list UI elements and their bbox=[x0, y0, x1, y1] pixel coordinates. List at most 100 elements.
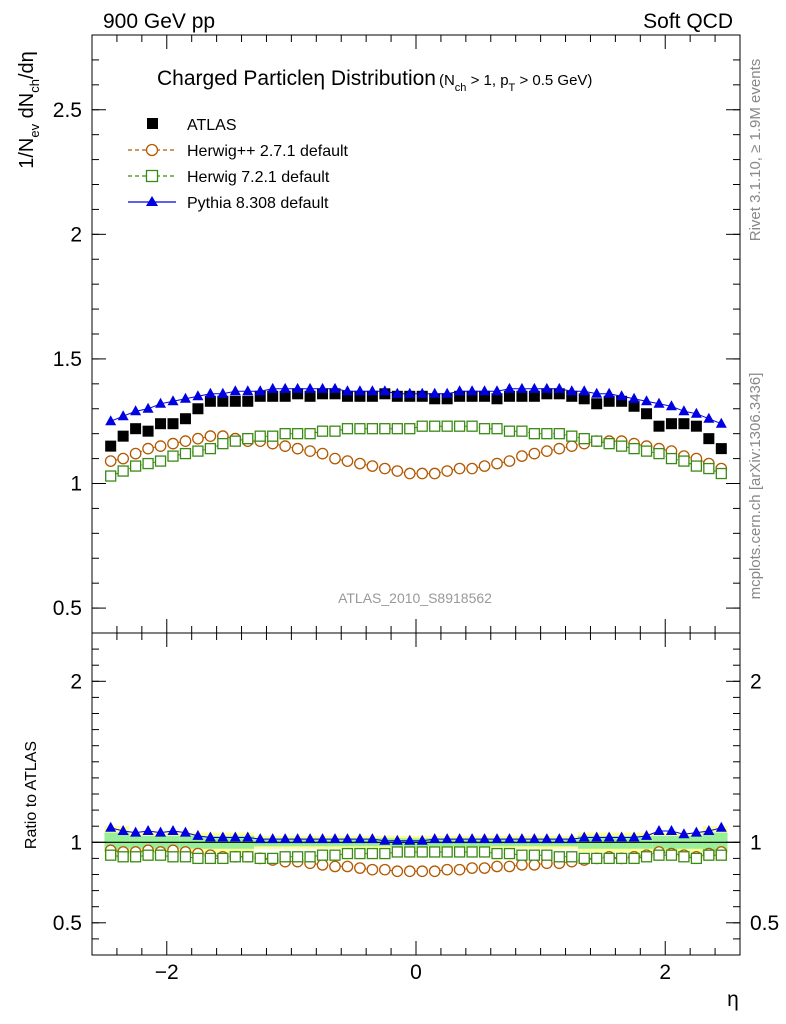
main-point bbox=[616, 395, 628, 407]
main-point bbox=[229, 385, 241, 396]
ratio-point bbox=[117, 851, 129, 863]
main-point bbox=[117, 452, 130, 465]
main-point bbox=[130, 405, 142, 416]
ratio-point bbox=[416, 834, 428, 845]
ratio-point bbox=[105, 821, 117, 832]
main-point bbox=[653, 447, 665, 460]
ratio-point bbox=[479, 833, 491, 844]
main-point bbox=[329, 382, 341, 393]
ratio-point bbox=[616, 831, 628, 842]
main-point bbox=[129, 447, 142, 460]
ratio-point bbox=[304, 851, 316, 863]
main-point bbox=[479, 385, 491, 396]
main-point bbox=[466, 462, 478, 475]
main-point bbox=[540, 445, 553, 457]
main-point bbox=[703, 412, 715, 423]
ratio-point bbox=[665, 849, 678, 861]
main-point bbox=[142, 402, 154, 413]
mcplots-label: mcplots.cern.ch [arXiv:1306.3436] bbox=[747, 373, 764, 600]
main-point bbox=[566, 430, 578, 442]
main-point bbox=[641, 395, 653, 406]
main-point bbox=[503, 455, 516, 467]
main-point bbox=[565, 440, 578, 452]
main-point bbox=[316, 447, 329, 460]
legend-entry-herwig7: Herwig 7.2.1 default bbox=[128, 169, 330, 186]
legend-marker-atlas bbox=[147, 118, 158, 129]
ratio-point bbox=[553, 851, 565, 863]
ratio-point bbox=[292, 833, 304, 844]
ratio-point bbox=[528, 849, 541, 861]
main-point bbox=[379, 423, 391, 435]
ratio-point bbox=[441, 846, 453, 858]
main-point bbox=[404, 387, 416, 398]
main-point bbox=[279, 390, 291, 402]
ratio-point bbox=[329, 860, 341, 873]
ratio-point bbox=[317, 833, 329, 844]
analysis-tag: ATLAS_2010_S8918562 bbox=[338, 590, 492, 606]
ytick-label-right: 0.5 bbox=[750, 912, 779, 935]
ytick-label: 1 bbox=[70, 831, 82, 854]
main-point bbox=[454, 390, 466, 402]
ratio-point bbox=[154, 849, 167, 861]
main-point bbox=[578, 385, 590, 396]
main-point bbox=[591, 398, 603, 410]
main-point bbox=[179, 413, 191, 425]
main-point bbox=[229, 395, 241, 407]
ratio-point bbox=[453, 846, 466, 858]
main-point bbox=[628, 392, 640, 403]
main-point bbox=[665, 400, 677, 411]
ratio-point bbox=[516, 833, 528, 844]
main-point bbox=[616, 390, 628, 401]
main-point bbox=[167, 418, 179, 430]
main-point bbox=[229, 435, 241, 447]
ratio-point bbox=[491, 833, 503, 844]
main-point bbox=[329, 425, 341, 437]
ratio-point bbox=[117, 825, 129, 836]
main-point bbox=[155, 397, 167, 408]
main-point bbox=[192, 403, 204, 415]
ratio-point bbox=[341, 860, 354, 873]
main-point bbox=[553, 428, 565, 440]
main-point bbox=[715, 417, 727, 428]
ratio-point bbox=[379, 847, 391, 860]
ratio-point bbox=[267, 833, 279, 844]
main-point bbox=[528, 447, 541, 460]
main-point bbox=[317, 388, 329, 400]
main-point bbox=[167, 395, 179, 406]
main-point bbox=[279, 440, 292, 452]
ratio-point bbox=[640, 851, 653, 863]
main-point bbox=[516, 390, 528, 402]
main-point bbox=[578, 432, 590, 445]
main-point bbox=[204, 442, 217, 455]
ratio-point bbox=[541, 833, 553, 844]
main-series-layer bbox=[104, 382, 728, 482]
main-point bbox=[528, 382, 540, 393]
main-point bbox=[267, 430, 279, 442]
main-point bbox=[603, 437, 615, 450]
title-cuts-sub1: ch bbox=[455, 82, 467, 94]
main-point bbox=[665, 418, 677, 430]
ratio-point bbox=[304, 833, 316, 844]
ytick-label-right: 1 bbox=[750, 831, 762, 854]
main-point bbox=[416, 420, 428, 432]
main-point bbox=[453, 462, 466, 475]
ratio-point bbox=[429, 846, 441, 858]
main-point bbox=[217, 395, 229, 407]
ratio-point bbox=[566, 833, 578, 844]
main-point bbox=[703, 462, 715, 475]
ratio-point bbox=[516, 849, 528, 861]
main-point bbox=[117, 465, 129, 477]
main-point bbox=[429, 387, 441, 398]
ratio-point bbox=[366, 847, 379, 860]
main-point bbox=[291, 428, 304, 440]
main-point bbox=[329, 452, 341, 465]
main-point bbox=[503, 382, 515, 393]
main-point bbox=[192, 445, 204, 457]
ratio-point bbox=[454, 833, 466, 844]
ratio-point bbox=[354, 833, 366, 844]
ratio-point bbox=[129, 851, 142, 863]
main-point bbox=[317, 382, 329, 393]
main-point bbox=[366, 385, 378, 396]
ylabel-sub2: ch bbox=[27, 79, 42, 93]
ratio-point bbox=[715, 821, 727, 832]
